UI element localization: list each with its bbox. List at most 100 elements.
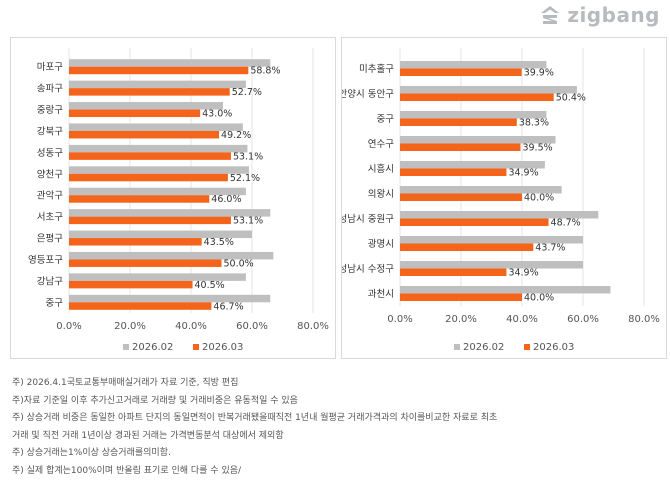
- bar-2026-02: [69, 59, 271, 67]
- brand-name: zigbang: [567, 3, 660, 27]
- bar-2026-03: [400, 293, 522, 301]
- chart-left: 0.0% 20.0% 40.0% 60.0% 80.0% 마포구 58.8% 송파구 52.7%…: [28, 48, 329, 353]
- bar-2026-02: [69, 80, 246, 89]
- legend-label-2026-03: 2026.03: [533, 342, 574, 353]
- category-label: 은평구: [37, 234, 63, 245]
- footnote: 주) 상승거래 비중은 동일한 아파트 단지의 동일면적이 반복거래됐을때직전 …: [12, 413, 498, 423]
- data-label: 53.1%: [233, 151, 263, 162]
- bar-2026-03: [69, 130, 220, 139]
- category-label: 의왕시: [368, 189, 394, 200]
- x-tick-label: 80.0%: [297, 321, 329, 332]
- data-label: 38.3%: [519, 118, 549, 129]
- data-label: 34.9%: [508, 168, 538, 179]
- bar-2026-03: [69, 259, 222, 267]
- bar-2026-02: [400, 186, 562, 194]
- bar-2026-02: [69, 102, 224, 110]
- bar-2026-02: [69, 166, 249, 174]
- category-label: 광명시: [368, 238, 394, 250]
- data-label: 53.1%: [233, 216, 263, 227]
- legend-swatch-2026-03: [524, 344, 530, 350]
- data-label: 40.0%: [524, 293, 554, 304]
- data-label: 43.0%: [202, 109, 232, 120]
- bar-2026-02: [69, 230, 252, 239]
- data-label: 52.7%: [232, 87, 262, 98]
- bar-2026-03: [69, 109, 201, 118]
- category-label: 강북구: [37, 126, 63, 137]
- data-label: 40.5%: [195, 280, 225, 291]
- bar-2026-03: [69, 238, 202, 246]
- bar-2026-03: [69, 195, 210, 203]
- category-label: 성동구: [37, 148, 63, 159]
- legend-label-2026-03: 2026.03: [202, 342, 243, 353]
- bar-2026-03: [69, 152, 231, 160]
- x-tick-label: 0.0%: [56, 321, 81, 332]
- x-tick-label: 60.0%: [567, 314, 599, 325]
- bar-2026-02: [400, 136, 556, 144]
- bar-2026-03: [69, 302, 212, 310]
- footnote: 주) 2026.4.1국토교통부매매실거래가 자료 기준, 직방 편집: [12, 378, 239, 388]
- footnote: 주)자료 기준일 이후 추가신고거래로 거래량 및 거래비중은 유동적일 수 있…: [12, 395, 298, 406]
- footnote: 거래 및 직전 거래 1년이상 경과된 거래는 가격변동분석 대상에서 제외함: [12, 430, 284, 441]
- category-label: 성남시 수정구: [342, 264, 394, 275]
- data-label: 40.0%: [524, 193, 554, 204]
- bar-2026-03: [400, 93, 554, 101]
- category-label: 송파구: [37, 84, 63, 95]
- x-tick-label: 20.0%: [445, 314, 477, 325]
- data-label: 46.7%: [213, 301, 243, 312]
- bar-2026-03: [69, 88, 230, 96]
- data-label: 43.5%: [204, 237, 234, 248]
- category-label: 시흥시: [368, 163, 394, 175]
- chart-right: 0.0% 20.0% 40.0% 60.0% 80.0% 미추홀구 39.9% 안양시 동안구…: [342, 48, 660, 353]
- data-label: 43.7%: [535, 243, 565, 254]
- bar-2026-03: [400, 193, 522, 201]
- bar-2026-02: [400, 286, 611, 294]
- data-label: 39.9%: [524, 68, 554, 79]
- footnote: 주) 상승거래는1%이상 상승거래를의미함.: [12, 448, 171, 458]
- bar-2026-02: [69, 187, 246, 196]
- category-label: 중구: [377, 114, 395, 125]
- legend-swatch-2026-02: [123, 344, 129, 350]
- x-tick-label: 40.0%: [506, 314, 538, 325]
- legend-label-2026-02: 2026.02: [132, 342, 173, 353]
- bar-2026-02: [69, 251, 274, 260]
- bar-2026-03: [400, 168, 507, 176]
- bar-2026-03: [400, 143, 521, 151]
- bar-2026-03: [69, 216, 231, 225]
- legend-label-2026-02: 2026.02: [463, 342, 504, 353]
- category-label: 성남시 중원구: [342, 214, 394, 225]
- category-label: 양천구: [37, 169, 63, 180]
- bar-2026-02: [69, 294, 271, 303]
- bar-2026-02: [69, 123, 243, 131]
- x-tick-label: 40.0%: [175, 321, 207, 332]
- bar-2026-03: [400, 68, 522, 76]
- category-label: 과천시: [368, 289, 394, 300]
- category-label: 영등포구: [28, 255, 63, 266]
- data-label: 34.9%: [508, 268, 538, 279]
- x-tick-label: 20.0%: [114, 321, 146, 332]
- data-label: 50.0%: [224, 258, 254, 269]
- bar-2026-02: [69, 273, 246, 281]
- bar-2026-02: [400, 61, 547, 69]
- x-tick-label: 80.0%: [628, 314, 660, 325]
- zigbang-logo-icon: [541, 6, 560, 24]
- category-label: 강남구: [37, 276, 63, 287]
- bar-2026-02: [400, 236, 583, 244]
- bar-2026-03: [400, 118, 517, 126]
- bar-2026-03: [400, 268, 507, 276]
- data-label: 52.1%: [230, 173, 260, 184]
- category-label: 중구: [46, 298, 64, 309]
- data-label: 48.7%: [551, 218, 581, 229]
- bar-2026-02: [400, 86, 577, 94]
- legend-swatch-2026-02: [454, 344, 460, 350]
- bar-2026-02: [400, 111, 547, 119]
- data-label: 46.0%: [211, 194, 241, 205]
- data-label: 50.4%: [556, 93, 586, 104]
- x-tick-label: 60.0%: [236, 321, 268, 332]
- bar-2026-03: [400, 243, 534, 251]
- data-label: 58.8%: [250, 66, 280, 77]
- category-label: 안양시 동안구: [342, 89, 394, 100]
- brand-logo: zigbang: [537, 2, 660, 28]
- x-tick-label: 0.0%: [387, 314, 412, 325]
- bar-2026-03: [400, 218, 549, 226]
- category-label: 중랑구: [37, 104, 63, 116]
